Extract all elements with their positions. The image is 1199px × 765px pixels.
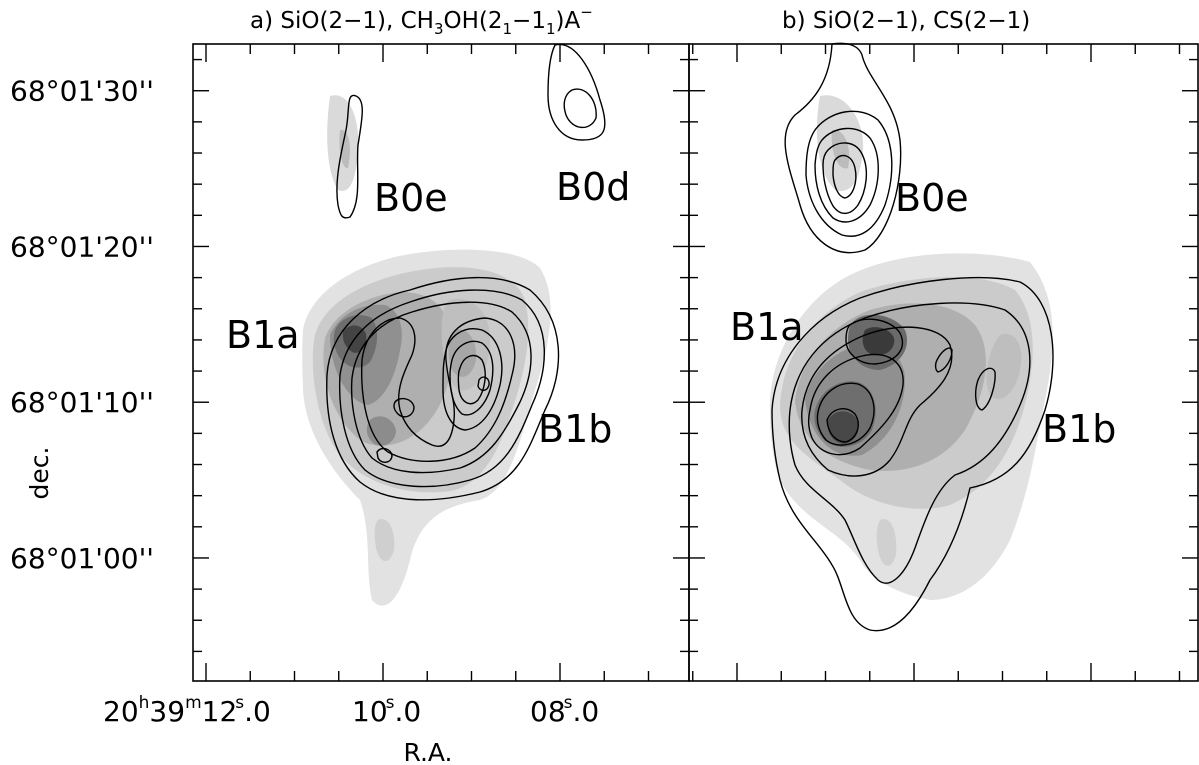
x-tick-label: 10s.0 bbox=[352, 693, 421, 728]
source-label-b0e-a: B0e bbox=[374, 176, 448, 220]
plot-frames bbox=[192, 43, 1199, 682]
y-axis-label: dec. bbox=[25, 447, 54, 500]
panel-b-title: b) SiO(2−1), CS(2−1) bbox=[782, 8, 1030, 34]
y-tick-label: 68°01'20'' bbox=[10, 230, 154, 263]
panel-a: a) SiO(2−1), CH3OH(21−11)A− bbox=[226, 3, 630, 606]
x-tick-label: 20h39m12s.0 bbox=[103, 693, 271, 728]
y-tick-label: 68°01'00'' bbox=[10, 542, 154, 575]
x-axis-label: R.A. bbox=[403, 738, 452, 765]
source-label-b1a-a: B1a bbox=[226, 313, 300, 357]
y-tick-label: 68°01'10'' bbox=[10, 386, 154, 419]
source-label-b0d-a: B0d bbox=[556, 165, 630, 209]
axis-ticks bbox=[193, 44, 1198, 681]
source-label-b1a-b: B1a bbox=[730, 305, 804, 349]
panel-b: b) SiO(2−1), CS(2−1) bbox=[730, 8, 1116, 632]
y-tick-labels: 68°01'30'' 68°01'20'' 68°01'10'' 68°01'00'' bbox=[10, 75, 154, 575]
panel-b-contours bbox=[771, 42, 1054, 632]
x-tick-label: 08s.0 bbox=[530, 693, 599, 728]
panel-a-greyscale-image bbox=[302, 95, 551, 606]
panel-b-frame bbox=[688, 43, 1199, 682]
panel-a-title: a) SiO(2−1), CH3OH(21−11)A− bbox=[250, 3, 593, 38]
source-label-b1b-b: B1b bbox=[1042, 407, 1116, 451]
panel-b-greyscale-image bbox=[769, 95, 1053, 600]
panel-a-contours bbox=[326, 43, 606, 501]
source-label-b1b-a: B1b bbox=[538, 407, 612, 451]
x-tick-labels: 20h39m12s.0 10s.0 08s.0 bbox=[103, 693, 599, 728]
y-tick-label: 68°01'30'' bbox=[10, 75, 154, 108]
source-label-b0e-b: B0e bbox=[895, 176, 969, 220]
